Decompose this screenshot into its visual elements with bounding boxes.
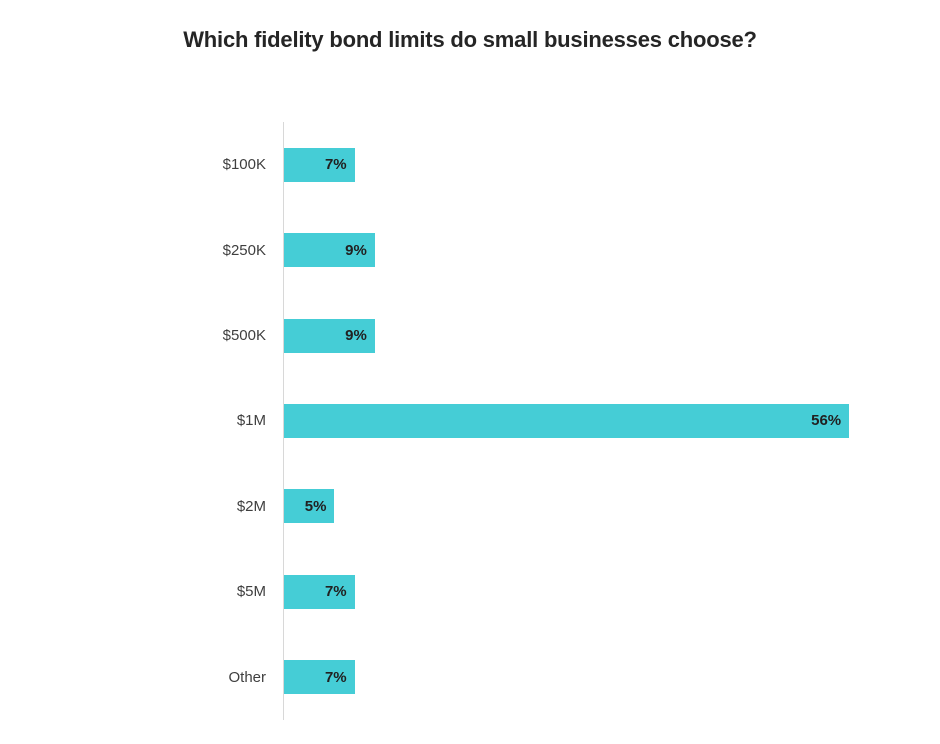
category-label: $100K: [222, 156, 266, 174]
bar-track: 7%: [284, 660, 940, 695]
bar: 7%: [284, 147, 355, 182]
bar-row-other: Other 7%: [0, 635, 940, 720]
value-label: 5%: [304, 497, 327, 515]
bar-track: 9%: [284, 233, 940, 268]
bar-row-2m: $2M 5%: [0, 464, 940, 549]
y-axis-line: [283, 122, 284, 720]
bar-row-250k: $250K 9%: [0, 207, 940, 292]
value-label: 56%: [811, 412, 842, 430]
value-label: 7%: [324, 583, 347, 601]
bar: 9%: [284, 318, 375, 353]
value-label: 9%: [345, 241, 367, 259]
value-label: 7%: [324, 156, 347, 174]
bar: 5%: [284, 489, 335, 524]
bar-track: 7%: [284, 574, 940, 609]
value-label: 7%: [324, 668, 347, 686]
bar: 9%: [284, 233, 375, 268]
bar-track: 56%: [284, 403, 940, 438]
category-label: $500K: [222, 327, 266, 345]
chart-title: Which fidelity bond limits do small busi…: [183, 27, 757, 52]
bar-row-500k: $500K 9%: [0, 293, 940, 378]
bar-track: 7%: [284, 147, 940, 182]
value-label: 9%: [345, 327, 367, 345]
bar-row-5m: $5M 7%: [0, 549, 940, 634]
bar-row-100k: $100K 7%: [0, 122, 940, 207]
bar-row-1m: $1M 56%: [0, 378, 940, 463]
bar: 56%: [284, 403, 850, 438]
category-label: $250K: [222, 241, 266, 259]
category-label: $2M: [236, 497, 266, 515]
bar-rows: $100K 7% $250K 9% $500K: [0, 122, 940, 720]
category-label: $1M: [236, 412, 266, 430]
bar: 7%: [284, 574, 355, 609]
bar: 7%: [284, 660, 355, 695]
bar-chart: $100K 7% $250K 9% $500K: [0, 122, 940, 720]
bar-track: 5%: [284, 489, 940, 524]
bar-track: 9%: [284, 318, 940, 353]
category-label: $5M: [236, 583, 266, 601]
category-label: Other: [228, 668, 266, 686]
